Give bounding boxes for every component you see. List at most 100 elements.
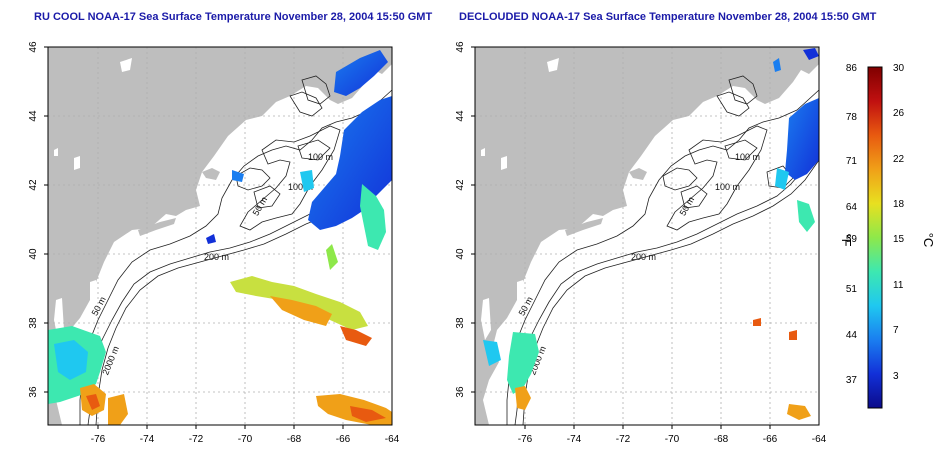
left-y-tick-label: 42 [28,179,39,191]
left-sst-mid-cyan [300,170,314,192]
left-sst-ring [326,244,338,270]
left-x-tick-label: -66 [336,434,351,445]
colorbar-c-tick: 11 [893,280,904,291]
left-sst-north-blue [334,50,388,96]
left-x-tick-label: -68 [287,434,302,445]
right-y-tick-label: 38 [455,317,466,329]
right-y-tick-label: 44 [455,110,466,122]
colorbar-c-tick: 7 [893,325,899,336]
left-map-panel: 100 m 100 m 50 m 200 m 50 m 2000 m [28,41,400,445]
colorbar-fahrenheit-label: °F [839,233,854,246]
right-sst-small-red [789,330,797,340]
right-map-title: DECLOUDED NOAA-17 Sea Surface Temperatur… [459,11,877,23]
left-sst-scotian-green [360,184,386,250]
colorbar-f-tick: 86 [846,63,858,74]
right-map-panel: 100 m 100 m 50 m 200 m 50 m 2000 m [455,41,827,445]
right-tick-marks [471,46,771,429]
right-sst-scotian-green [797,200,815,232]
right-long-island [565,218,603,236]
left-y-tick-label: 46 [28,41,39,53]
right-sst-coastal-cyan [483,340,501,366]
left-x-tick-label: -74 [140,434,155,445]
left-delaware-bay [90,280,96,300]
left-lake-3 [54,148,58,156]
left-contour-label-100m-b: 100 m [288,182,313,192]
right-contour-label-100m-b: 100 m [715,182,740,192]
colorbar-c-tick: 26 [893,108,905,119]
colorbar-c-tick: 22 [893,154,905,165]
left-x-tick-label: -70 [238,434,253,445]
right-sst-gulf-maine-blue [785,98,819,180]
right-sst-north-blue [773,58,781,72]
left-sst-cape-blue [232,170,244,182]
right-sst-coastal-green [507,332,539,394]
right-x-tick-label: -76 [518,434,533,445]
left-x-tick-label: -76 [91,434,106,445]
right-y-tick-label: 36 [455,386,466,398]
colorbar-c-tick: 15 [893,234,905,245]
right-y-tick-label: 46 [455,41,466,53]
left-long-island [138,218,176,236]
right-sst-coast-cyan [775,168,789,190]
left-sst-coastal-cyan [54,340,88,380]
right-x-tick-label: -72 [616,434,631,445]
left-map-frame [47,46,393,426]
left-x-tick-label: -64 [385,434,400,445]
colorbar-f-tick: 78 [846,112,858,123]
right-contour-label-200m: 200 m [631,252,656,262]
colorbar-f-tick: 44 [846,330,858,341]
colorbar-gradient [867,66,883,409]
left-sst-patches [48,50,392,425]
left-lake-2 [74,156,80,170]
left-sst-small-patch [206,234,216,244]
colorbar-c-ticks: 30 26 22 18 15 11 7 3 [893,63,905,382]
right-x-tick-label: -66 [763,434,778,445]
colorbar-c-tick: 30 [893,63,905,74]
left-cape-cod [202,168,220,180]
right-sst-hatteras-orange [515,386,531,410]
colorbar-f-tick: 37 [846,375,858,386]
right-x-axis-labels: -76 -74 -72 -70 -68 -66 -64 [518,434,827,445]
left-map-title: RU COOL NOAA-17 Sea Surface Temperature … [34,11,433,23]
left-contour-label-200m: 200 m [204,252,229,262]
left-land-mass [48,47,392,425]
right-x-tick-label: -74 [567,434,582,445]
right-lake-2 [501,156,507,170]
right-x-tick-label: -64 [812,434,827,445]
right-sst-south-orange [787,404,811,420]
left-x-axis-labels: -76 -74 -72 -70 -68 -66 -64 [91,434,400,445]
left-tick-marks [44,46,344,429]
left-x-tick-label: -72 [189,434,204,445]
right-contour-label-100m-a: 100 m [735,152,760,162]
left-sst-south-orange [108,394,128,425]
colorbar-celsius-label: °C [921,233,936,248]
right-land-mass [475,47,819,425]
right-lake [547,58,559,72]
right-y-axis-labels: 36 38 40 42 44 46 [455,41,466,398]
right-cape-cod [629,168,647,180]
left-sst-southeast-red [350,406,386,422]
colorbar-f-tick: 59 [846,234,858,245]
left-y-tick-label: 38 [28,317,39,329]
colorbar-c-tick: 18 [893,199,905,210]
left-y-tick-label: 40 [28,248,39,260]
right-y-tick-label: 40 [455,248,466,260]
right-chesapeake [481,298,491,340]
left-sst-gulf-stream-orange [270,296,332,326]
left-lake [120,58,132,72]
left-y-tick-label: 44 [28,110,39,122]
left-y-axis-labels: 36 38 40 42 44 46 [28,41,39,398]
colorbar-f-tick: 71 [846,156,858,167]
right-x-tick-label: -68 [714,434,729,445]
right-y-tick-label: 42 [455,179,466,191]
right-x-tick-label: -70 [665,434,680,445]
right-delaware-bay [517,280,523,300]
colorbar-c-tick: 3 [893,371,899,382]
right-sst-north-blue-2 [803,48,819,60]
left-y-tick-label: 36 [28,386,39,398]
colorbar-f-tick: 51 [846,284,858,295]
colorbar-f-ticks: 86 78 71 64 59 51 44 37 [846,63,858,386]
colorbar-f-tick: 64 [846,202,858,213]
left-contour-label-100m-a: 100 m [308,152,333,162]
